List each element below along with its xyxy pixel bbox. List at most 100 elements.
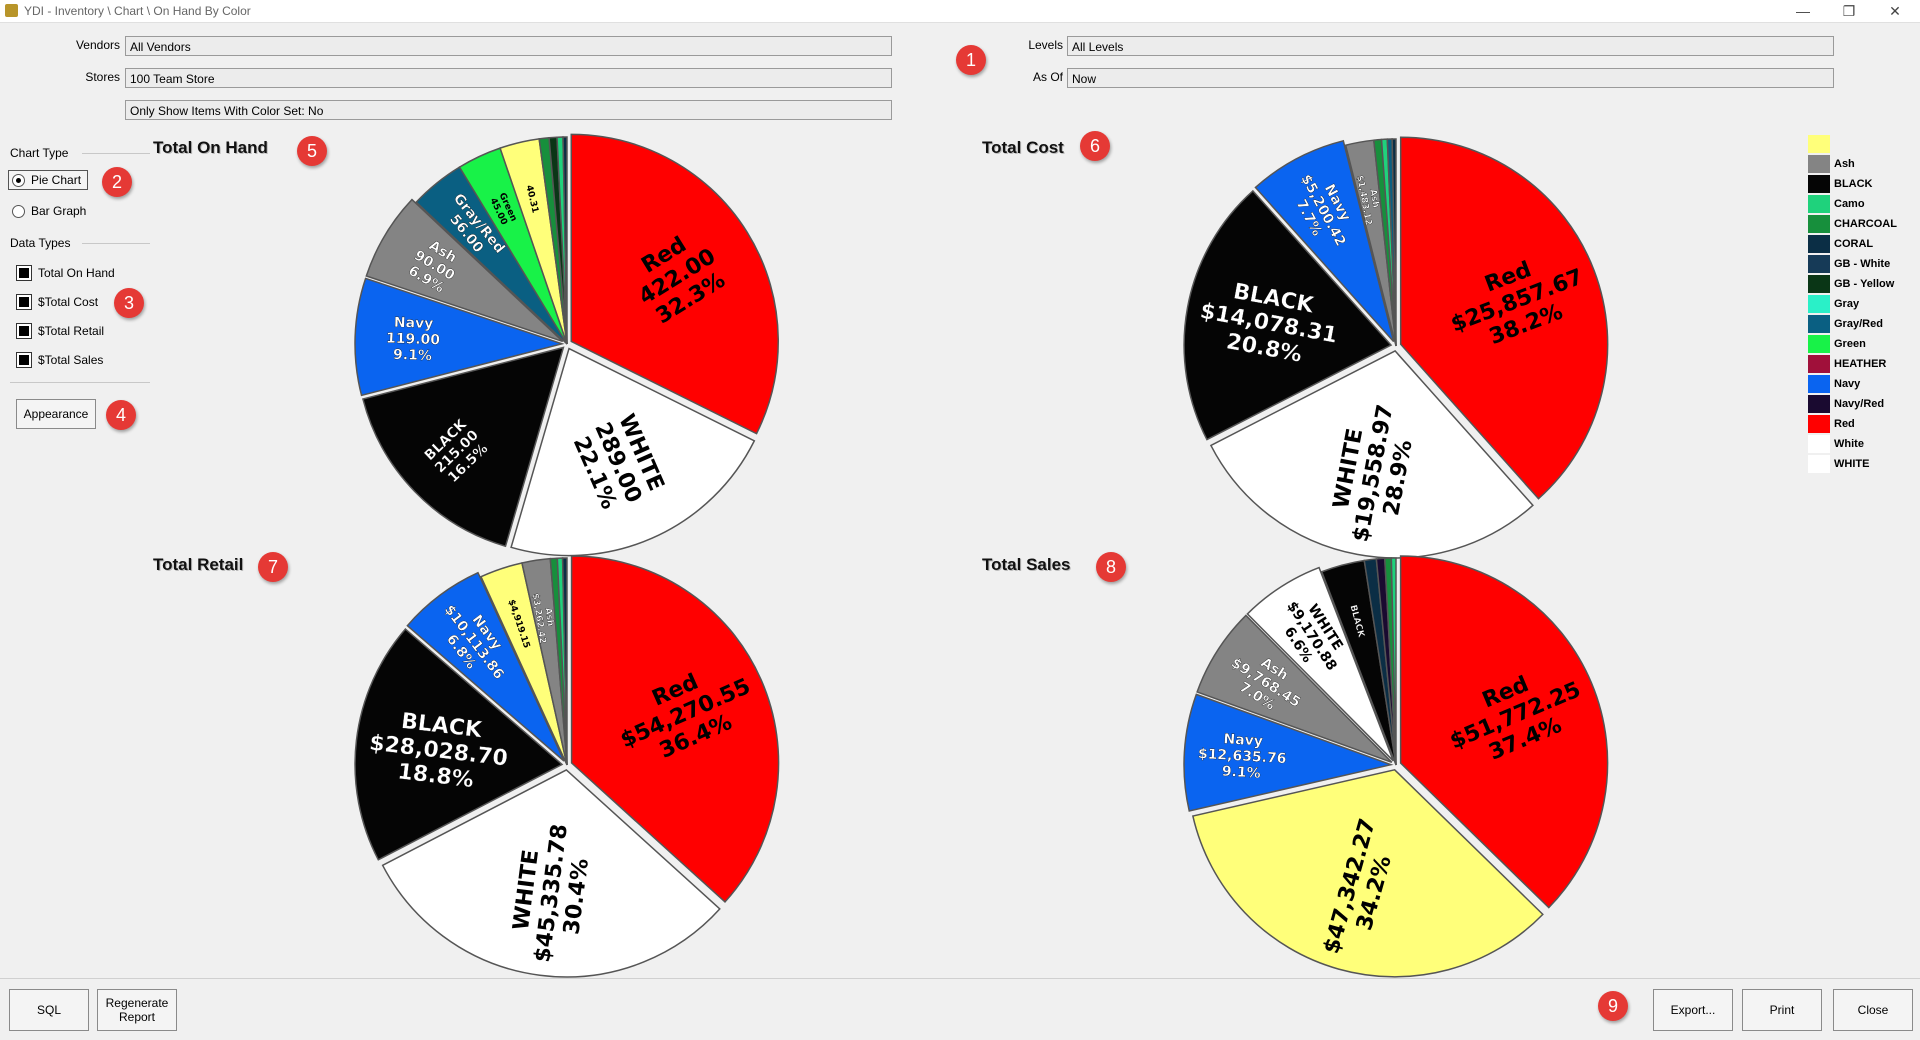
vendors-field[interactable]: All Vendors (125, 36, 892, 56)
chart-title-total-on-hand: Total On Hand (153, 138, 268, 157)
checkbox-label: $Total Sales (38, 353, 104, 367)
legend-swatch (1808, 235, 1830, 253)
legend-label: WHITE (1834, 458, 1870, 470)
legend-item: Gray/Red (1808, 314, 1897, 334)
legend-swatch (1808, 275, 1830, 293)
callout-badge-6: 6 (1080, 131, 1110, 161)
bar-graph-label: Bar Graph (31, 204, 87, 218)
legend-label: Ash (1834, 158, 1855, 170)
levels-field[interactable]: All Levels (1067, 36, 1834, 56)
legend-swatch (1808, 255, 1830, 273)
checkbox-checked-icon (16, 352, 32, 368)
pie-slice (570, 555, 780, 903)
chart-type-heading: Chart Type (10, 146, 69, 160)
legend-item: GB - White (1808, 254, 1897, 274)
legend-label: Navy (1834, 378, 1861, 390)
print-button[interactable]: Print (1742, 989, 1822, 1031)
stores-field[interactable]: 100 Team Store (125, 68, 892, 88)
minimize-button[interactable]: — (1796, 3, 1810, 19)
bar-graph-radio[interactable]: Bar Graph (12, 204, 86, 218)
total-cost-checkbox[interactable]: $Total Cost (16, 294, 98, 310)
callout-badge-1: 1 (956, 45, 986, 75)
pie-slice (1209, 349, 1534, 559)
callout-badge-7: 7 (258, 552, 288, 582)
callout-badge-4: 4 (106, 400, 136, 430)
slice-label: Ash90.006.9% (403, 234, 466, 298)
total-retail-checkbox[interactable]: $Total Retail (16, 323, 104, 339)
radio-unselected-icon (12, 204, 25, 218)
pie-slice (1399, 136, 1609, 500)
pie-slice (1391, 138, 1397, 347)
pie-slice (1254, 139, 1395, 343)
legend-label: BLACK (1834, 178, 1873, 190)
stores-label: Stores (85, 70, 120, 84)
callout-badge-5: 5 (297, 136, 327, 166)
close-button[interactable]: Close (1833, 989, 1913, 1031)
legend-swatch (1808, 135, 1830, 153)
legend-item: Ash (1808, 154, 1897, 174)
legend-item: CHARCOAL (1808, 214, 1897, 234)
legend-label: CORAL (1834, 238, 1874, 250)
as-of-label: As Of (1032, 70, 1063, 84)
legend-item: Navy (1808, 374, 1897, 394)
divider (82, 153, 150, 154)
legend-item: GB - Yellow (1808, 274, 1897, 294)
title-bar: YDI - Inventory \ Chart \ On Hand By Col… (0, 0, 1920, 23)
legend-label: GB - White (1834, 258, 1891, 270)
sql-button[interactable]: SQL (9, 989, 89, 1031)
legend-item: Red (1808, 414, 1897, 434)
legend-item: Navy/Red (1808, 394, 1897, 414)
total-sales-checkbox[interactable]: $Total Sales (16, 352, 103, 368)
pie-slice (365, 198, 564, 343)
legend-item: BLACK (1808, 174, 1897, 194)
pie-chart-label: Pie Chart (31, 173, 82, 187)
pie-slice (1246, 566, 1394, 762)
color-set-filter-field[interactable]: Only Show Items With Color Set: No (125, 100, 892, 120)
divider (10, 382, 150, 383)
export-button[interactable]: Export... (1653, 989, 1733, 1031)
checkbox-label: Total On Hand (38, 266, 115, 280)
legend-item: HEATHER (1808, 354, 1897, 374)
divider (0, 978, 1920, 979)
legend-item: Camo (1808, 194, 1897, 214)
legend-item: White (1808, 434, 1897, 454)
legend-swatch (1808, 435, 1830, 453)
pie-slice (1191, 768, 1544, 978)
regenerate-label-line1: Regenerate (105, 996, 169, 1010)
legend-item: WHITE (1808, 454, 1897, 474)
pie-slice (561, 557, 568, 766)
regenerate-label-line2: Report (118, 1010, 156, 1024)
pie-slice (354, 628, 564, 861)
checkbox-checked-icon (16, 323, 32, 339)
callout-badge-2: 2 (102, 167, 132, 197)
legend-item: Gray (1808, 294, 1897, 314)
divider (82, 243, 150, 244)
levels-label: Levels (1028, 38, 1063, 52)
legend-swatch (1808, 375, 1830, 393)
legend-label: HEATHER (1834, 358, 1887, 370)
legend-item (1808, 134, 1897, 154)
close-window-button[interactable]: ✕ (1889, 3, 1901, 19)
legend-label: Camo (1834, 198, 1865, 210)
pie-slice (1183, 693, 1394, 812)
pie-chart-radio[interactable]: Pie Chart (8, 170, 89, 190)
total-on-hand-checkbox[interactable]: Total On Hand (16, 265, 115, 281)
callout-badge-8: 8 (1096, 552, 1126, 582)
window-title: YDI - Inventory \ Chart \ On Hand By Col… (24, 4, 251, 18)
legend-item: Green (1808, 334, 1897, 354)
appearance-button[interactable]: Appearance (16, 399, 96, 429)
app-logo-icon (5, 4, 18, 17)
legend-label: GB - Yellow (1834, 278, 1895, 290)
legend-swatch (1808, 415, 1830, 433)
chart-title-total-cost: Total Cost (982, 138, 1064, 157)
regenerate-report-button[interactable]: Regenerate Report (97, 989, 177, 1031)
chart-title-total-sales: Total Sales (982, 555, 1071, 574)
as-of-field[interactable]: Now (1067, 68, 1834, 88)
restore-button[interactable]: ❐ (1842, 3, 1856, 19)
checkbox-checked-icon (16, 294, 32, 310)
radio-selected-icon (12, 173, 25, 187)
